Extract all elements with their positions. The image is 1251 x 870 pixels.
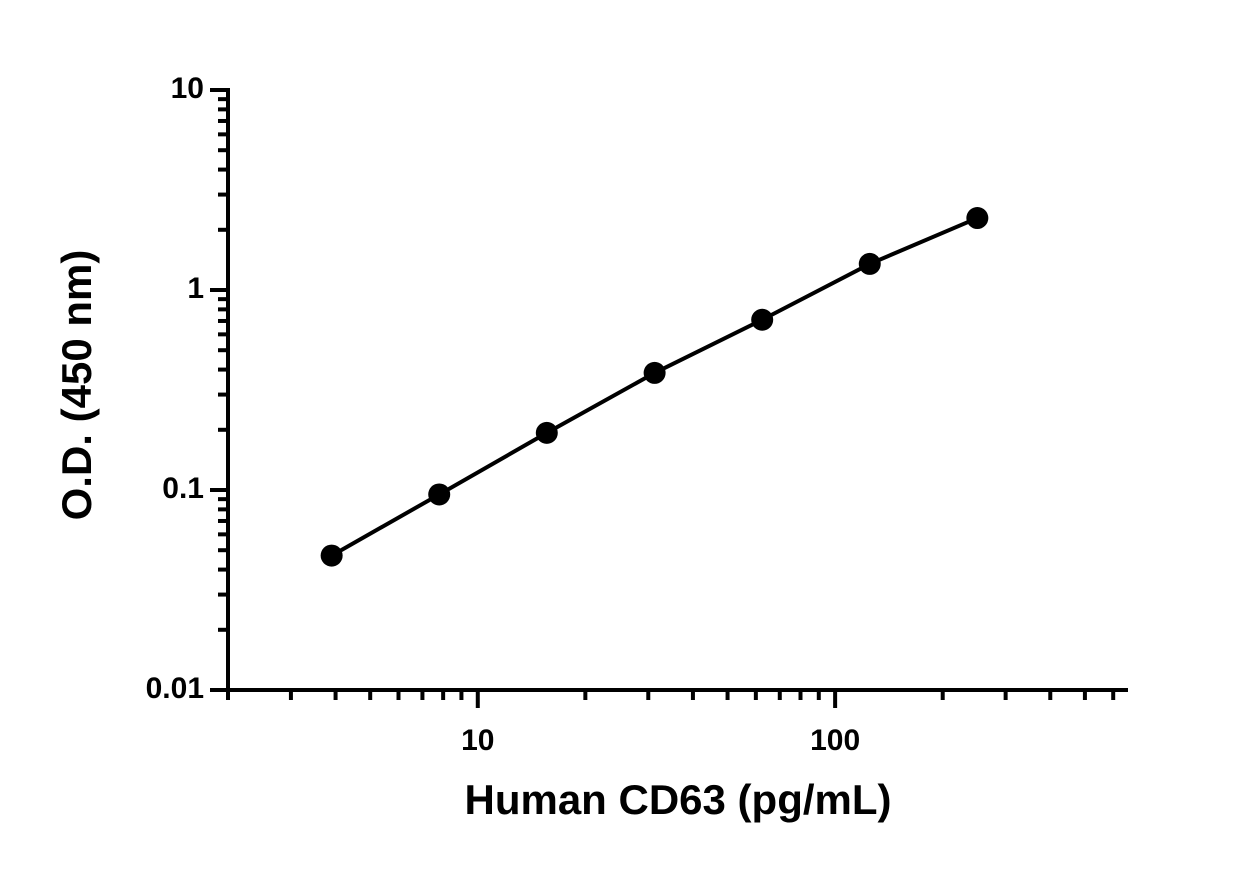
- data-point: [643, 361, 666, 384]
- data-point: [535, 421, 558, 444]
- data-point: [428, 483, 451, 506]
- y-tick-label: 0.1: [162, 472, 204, 505]
- data-point: [320, 544, 343, 567]
- y-tick-label: 10: [171, 72, 204, 105]
- x-tick-label: 10: [461, 724, 494, 757]
- x-tick-label: 100: [810, 724, 860, 757]
- fit-line: [330, 216, 979, 558]
- data-point: [751, 308, 774, 331]
- y-tick-label: 0.01: [146, 672, 204, 705]
- y-axis-title: O.D. (450 nm): [53, 250, 100, 521]
- data-point: [966, 207, 989, 230]
- y-tick-label: 1: [187, 272, 204, 305]
- x-axis-title: Human CD63 (pg/mL): [464, 776, 891, 823]
- data-point: [858, 252, 881, 275]
